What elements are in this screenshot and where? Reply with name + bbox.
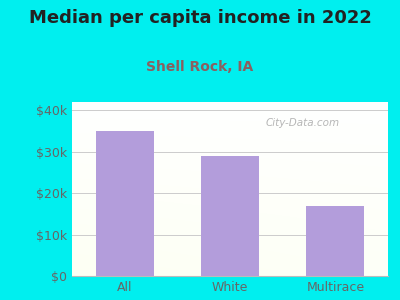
Bar [96,131,154,276]
Text: Shell Rock, IA: Shell Rock, IA [146,60,254,74]
Text: Median per capita income in 2022: Median per capita income in 2022 [28,9,372,27]
Text: City-Data.com: City-Data.com [266,118,340,128]
Bar [201,156,259,276]
Bar [306,206,364,276]
